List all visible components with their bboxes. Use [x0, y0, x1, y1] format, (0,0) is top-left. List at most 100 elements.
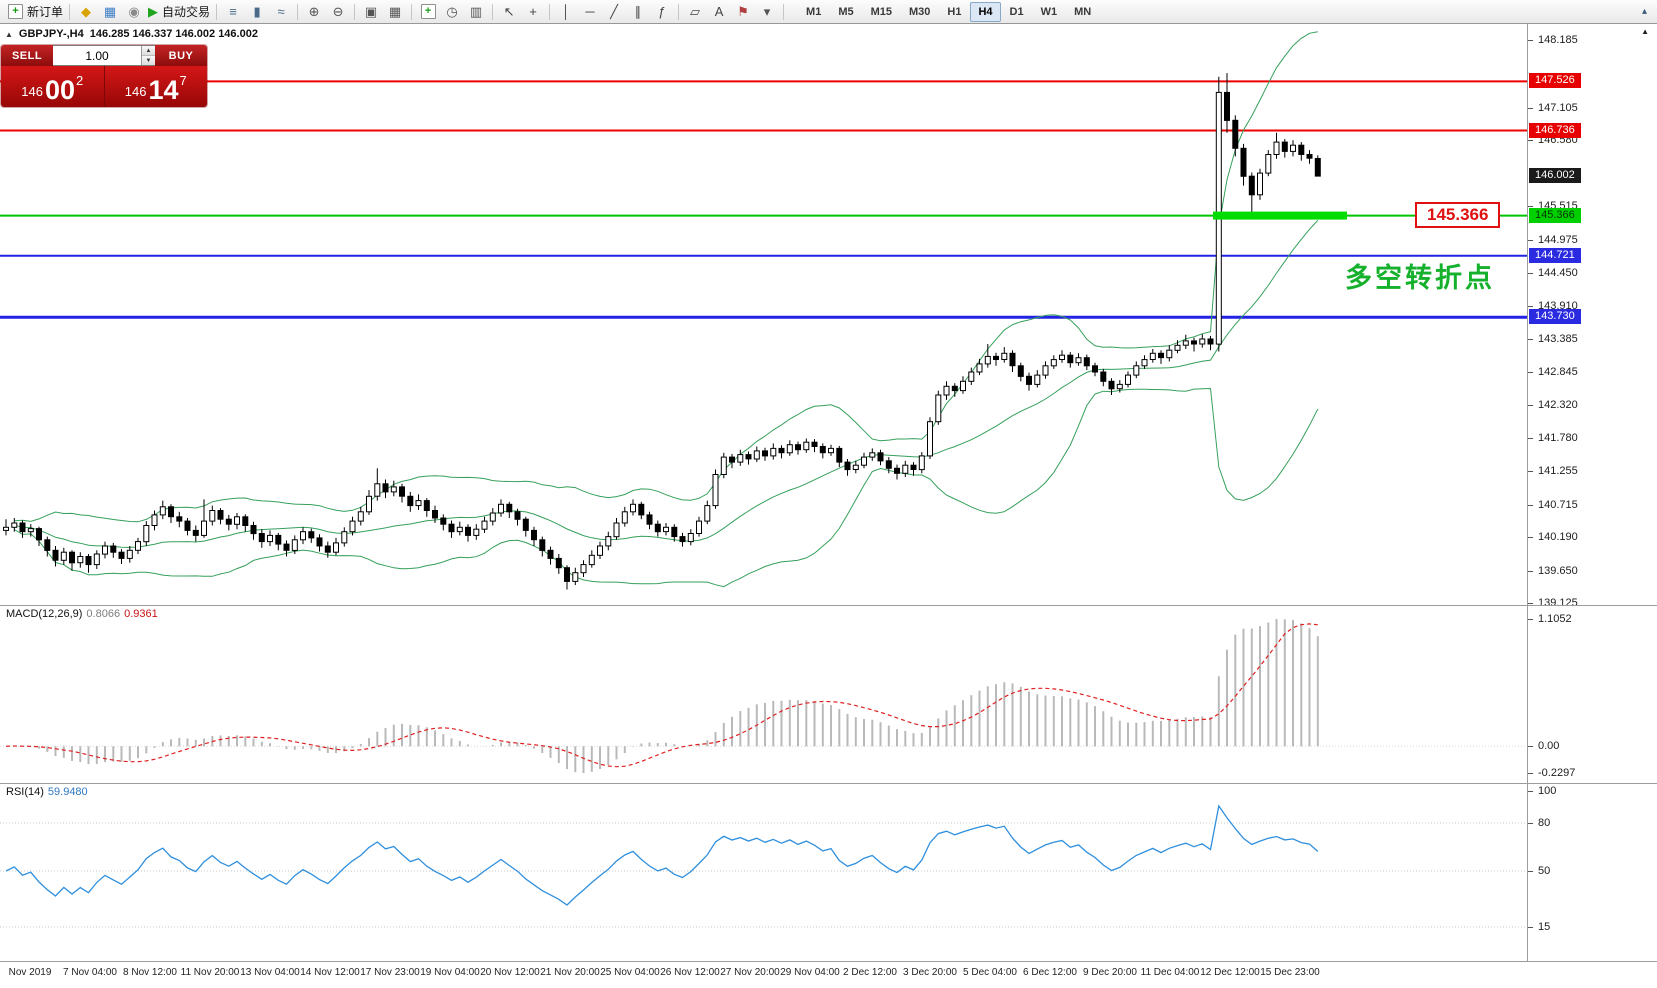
price-tick-label: 15 [1528, 921, 1550, 933]
price-badge: 146.736 [1529, 122, 1581, 138]
candlestick-plot[interactable] [0, 24, 1527, 605]
macd-plot[interactable] [0, 605, 1527, 783]
time-axis-label: 21 Nov 20:00 [540, 967, 600, 978]
tile-windows-button[interactable]: ▦ [383, 2, 407, 22]
one-click-collapse-icon[interactable]: ▲ [5, 29, 13, 39]
time-axis[interactable]: Nov 2019 7 Nov 04:00 8 Nov 12:00 11 Nov 20:… [0, 961, 1657, 988]
shapes-button[interactable]: ▱ [683, 2, 707, 22]
rsi-chart[interactable] [0, 783, 1527, 961]
objects-dropdown-icon: ▾ [763, 4, 771, 19]
bar-chart-button[interactable]: ≡ [221, 2, 245, 22]
timeframe-button-mn[interactable]: MN [1074, 5, 1092, 18]
price-tick-label: 148.185 [1528, 34, 1578, 46]
scale-scroll-arrow-icon[interactable]: ▲ [1641, 27, 1649, 36]
zoom-in-button[interactable]: ⊕ [302, 2, 326, 22]
chart-note-text[interactable]: 多空转折点 [1345, 262, 1495, 293]
toolbar-separator [678, 3, 680, 20]
metaeditor-button[interactable]: ◆ [74, 2, 98, 22]
toolbar-overflow-icon[interactable]: ▴ [1641, 6, 1647, 17]
text-button[interactable]: A [707, 2, 731, 22]
objects-dropdown-button[interactable]: ▾ [755, 2, 779, 22]
market-button[interactable]: ▦ [98, 2, 122, 22]
candlestick-chart-icon: ▮ [253, 4, 261, 19]
equidistant-channel-button[interactable]: ∥ [626, 2, 650, 22]
rsi-panel[interactable]: RSI(14) 59.9480 [0, 783, 1527, 961]
rsi-label: RSI(14) 59.9480 [6, 786, 88, 798]
price-tick-label: 147.105 [1528, 102, 1578, 114]
timeframe-button-m15[interactable]: M15 [870, 5, 892, 18]
rsi-plot[interactable] [0, 783, 1527, 961]
panel-separator[interactable] [0, 783, 1657, 784]
bar-chart-icon: ≡ [229, 4, 237, 19]
candlestick-chart-button[interactable]: ▮ [245, 2, 269, 22]
buy-price-sup: 7 [179, 73, 187, 88]
price-tick-label: 140.190 [1528, 531, 1578, 543]
macd-panel[interactable]: MACD(12,26,9) 0.8066 0.9361 [0, 605, 1527, 783]
lot-size-value[interactable]: 1.00 [85, 48, 109, 63]
time-axis-label: 9 Dec 20:00 [1083, 967, 1137, 978]
sell-price-sup: 2 [76, 73, 84, 88]
sell-button[interactable]: SELL [1, 45, 53, 66]
buy-button[interactable]: BUY [155, 45, 207, 66]
time-axis-label: 5 Dec 04:00 [963, 967, 1017, 978]
toolbar-separator [549, 3, 551, 20]
panel-separator[interactable] [0, 605, 1657, 606]
fibonacci-icon: ƒ [658, 4, 666, 19]
price-tick-label: 139.650 [1528, 565, 1578, 577]
trendline-button[interactable]: ╱ [602, 2, 626, 22]
main-chart-panel[interactable]: ▲ GBPJPY-,H4 146.285 146.337 146.002 146… [0, 24, 1527, 605]
timeframe-button-w1[interactable]: W1 [1040, 5, 1058, 18]
price-badge: 144.721 [1529, 247, 1581, 263]
lot-increase-button[interactable]: ▲ [142, 46, 155, 56]
fibonacci-button[interactable]: ƒ [650, 2, 674, 22]
toolbar-separator [297, 3, 299, 20]
timeframe-button-d1[interactable]: D1 [1009, 5, 1024, 18]
price-tick-label: 139.125 [1528, 597, 1578, 609]
timeframe-button-m1[interactable]: M1 [806, 5, 822, 18]
time-axis-label: 7 Nov 04:00 [63, 967, 117, 978]
toolbar-separator [783, 3, 785, 20]
indicators-button[interactable]: + [416, 2, 440, 22]
templates-button[interactable]: ▥ [464, 2, 488, 22]
price-scale[interactable]: ▲ 148.185 147.105 146.580 145.515 144.975 144… [1527, 24, 1657, 961]
time-axis-label: 26 Nov 12:00 [660, 967, 720, 978]
line-chart-button[interactable]: ≈ [269, 2, 293, 22]
lot-decrease-button[interactable]: ▼ [142, 56, 155, 65]
timeframe-button-m30[interactable]: M30 [909, 5, 931, 18]
zoom-out-button[interactable]: ⊖ [326, 2, 350, 22]
autotrading-button-label: 自动交易 [162, 5, 211, 19]
periods-button[interactable]: ◷ [440, 2, 464, 22]
buy-price[interactable]: 146 14 7 [105, 66, 208, 107]
horizontal-line-button[interactable]: ─ [578, 2, 602, 22]
price-badge: 147.526 [1529, 73, 1581, 89]
sell-price[interactable]: 146 00 2 [1, 66, 104, 107]
macd-chart[interactable] [0, 605, 1527, 783]
signals-button[interactable]: ◉ [122, 2, 146, 22]
timeframe-button-h4[interactable]: H4 [970, 1, 1001, 22]
buy-price-big: 14 [148, 75, 179, 106]
price-tick-label: 142.320 [1528, 399, 1578, 411]
crosshair-button[interactable]: + [521, 2, 545, 22]
price-tick-label: 143.910 [1528, 300, 1578, 312]
price-level-callout[interactable]: 145.366 [1415, 201, 1501, 228]
candlestick-chart[interactable] [0, 24, 1527, 605]
horizontal-line-icon: ─ [585, 4, 595, 19]
timeframe-toolbar: M1 M5 M15 M30 H1 H4 D1 W1 MN [798, 1, 1099, 22]
new-order-button[interactable]: + 新订单 [6, 2, 65, 22]
arrows-button[interactable]: ⚑ [731, 2, 755, 22]
auto-arrange-button[interactable]: ▣ [359, 2, 383, 22]
text-icon: A [714, 4, 724, 19]
shapes-icon: ▱ [690, 4, 701, 19]
vertical-line-button[interactable]: │ [554, 2, 578, 22]
macd-label: MACD(12,26,9) 0.8066 0.9361 [6, 608, 158, 620]
lot-size-field[interactable]: 1.00 ▲ ▼ [53, 45, 155, 66]
price-tick-label: 143.385 [1528, 333, 1578, 345]
timeframe-button-h1[interactable]: H1 [947, 5, 962, 18]
toolbar-separator [492, 3, 494, 20]
timeframe-button-m5[interactable]: M5 [838, 5, 854, 18]
one-click-trading-panel: SELL 1.00 ▲ ▼ BUY 146 00 2 146 14 7 [1, 45, 207, 107]
autotrading-button[interactable]: ▶ 自动交易 [146, 2, 212, 22]
price-tick-label: 1.1052 [1528, 613, 1572, 625]
macd-signal-value: 0.9361 [124, 608, 158, 620]
cursor-button[interactable]: ↖ [497, 2, 521, 22]
